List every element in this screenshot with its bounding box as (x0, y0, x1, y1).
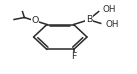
Text: O: O (31, 16, 39, 25)
Text: B: B (86, 15, 92, 24)
Text: OH: OH (105, 20, 119, 29)
Text: F: F (71, 52, 76, 61)
Text: OH: OH (103, 5, 116, 14)
